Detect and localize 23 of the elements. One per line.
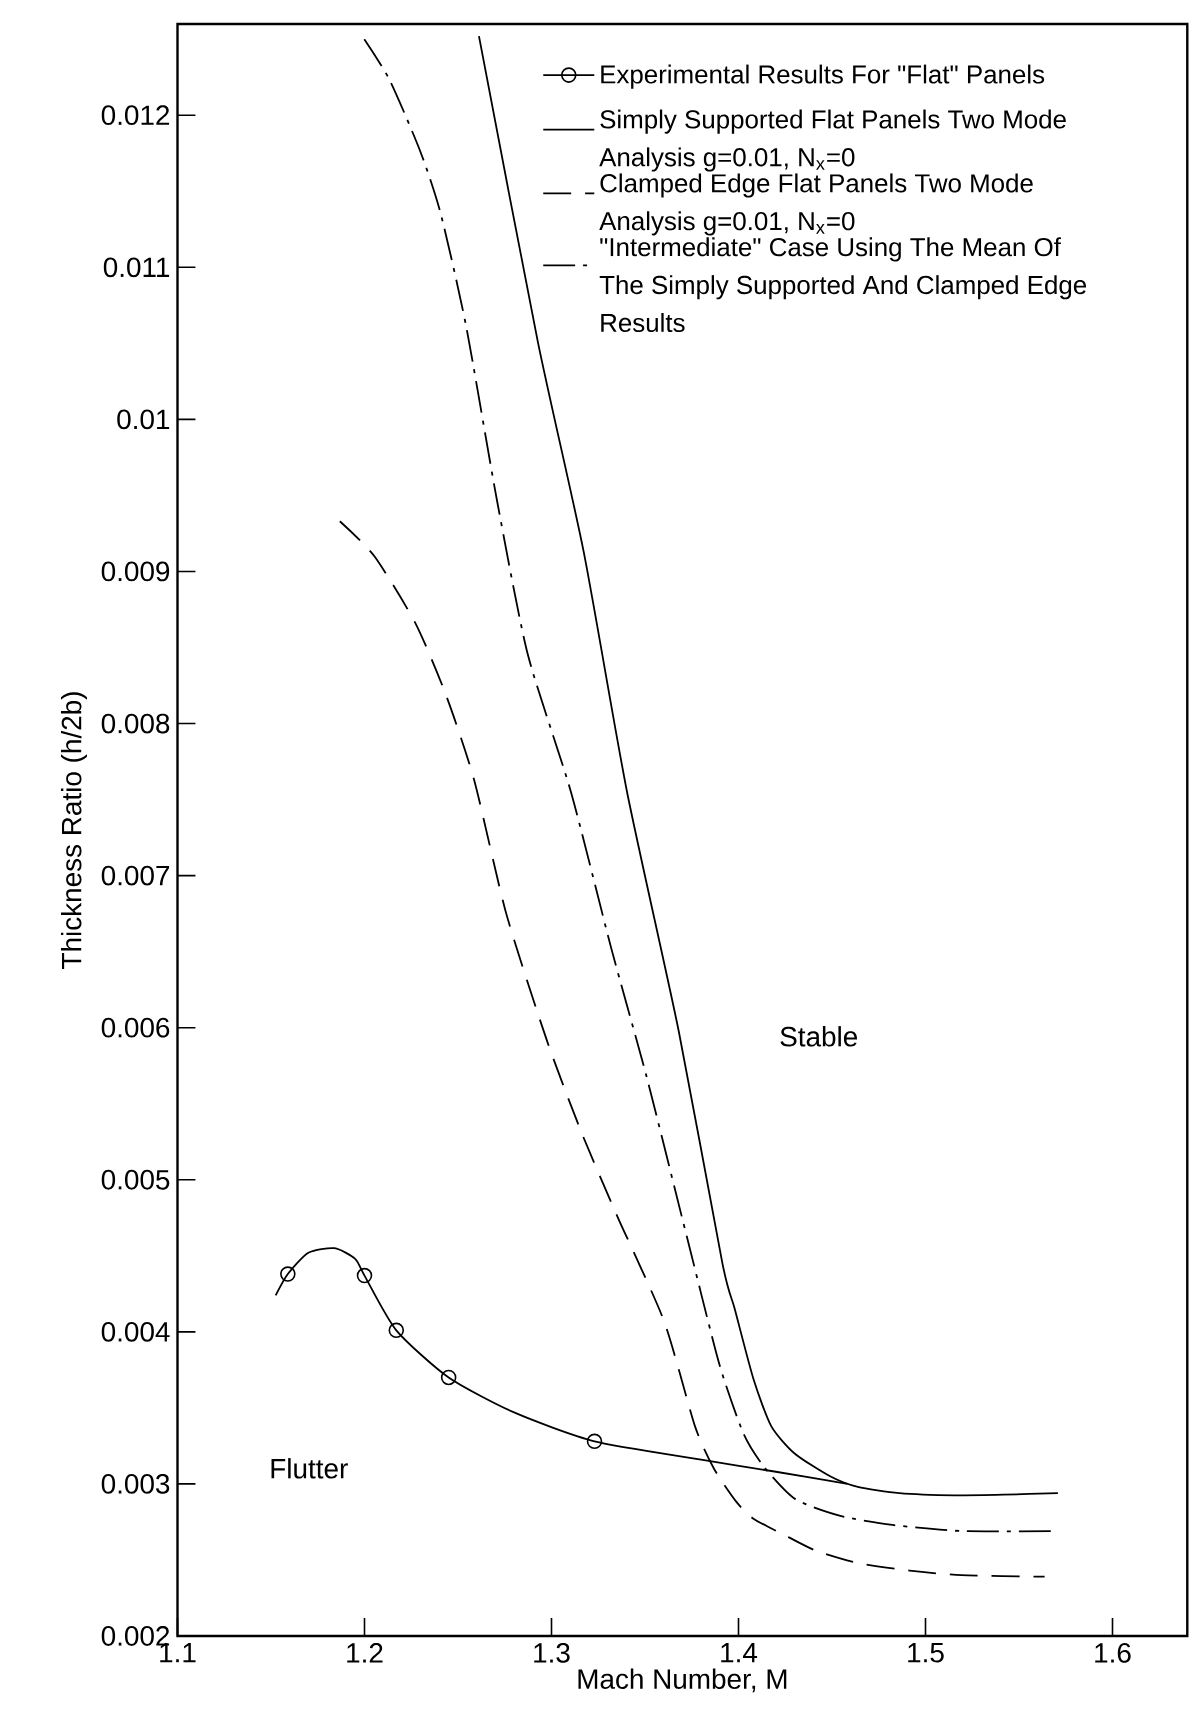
legend-label: Clamped Edge Flat Panels Two Mode Analysis g=0.01, N$_{x}$=0 <box>599 173 1033 236</box>
legend-label: Simply Supported Flat Panels Two Mode Analysis g=0.01, N$_{x}$=0 <box>599 109 1066 172</box>
x-tick-label: 1.3 <box>534 1643 570 1663</box>
y-tick-label: 0.007 <box>101 865 170 886</box>
x-axis-title: Mach Number, M <box>578 1668 787 1693</box>
x-tick-label: 1.4 <box>721 1643 758 1663</box>
annotation: Flutter <box>271 1458 348 1479</box>
y-tick-label: 0.003 <box>101 1474 170 1494</box>
y-tick-label: 0.008 <box>101 713 170 734</box>
y-tick-label: 0.011 <box>103 257 170 278</box>
annotation: Stable <box>780 1026 858 1047</box>
x-tick-label: 1.6 <box>1095 1643 1131 1663</box>
legend-label: Experimental Results For "Flat" Panels <box>601 64 1045 89</box>
y-tick-label: 0.005 <box>101 1169 170 1190</box>
x-tick-label: 1.2 <box>347 1643 383 1663</box>
y-tick-label: 0.004 <box>101 1321 170 1342</box>
y-tick-label: 0.009 <box>101 561 170 582</box>
y-axis-title: Thickness Ratio (h/2b) <box>60 692 87 969</box>
y-tick-label: 0.01 <box>117 409 170 430</box>
legend-label: "Intermediate" Case Using The Mean Of The Simply Supported And Clamped Edge Results <box>599 237 1087 333</box>
y-tick-label: 0.006 <box>101 1017 170 1038</box>
y-tick-label: 0.012 <box>101 105 170 126</box>
x-tick-label: 1.5 <box>908 1643 944 1663</box>
